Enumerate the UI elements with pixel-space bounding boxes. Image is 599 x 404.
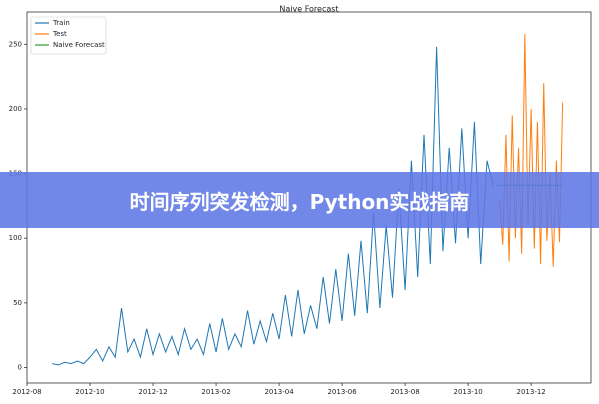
y-tick-label: 0 [18, 363, 22, 371]
x-tick-label: 2013-12 [517, 388, 546, 396]
y-tick-label: 100 [9, 234, 22, 242]
x-tick-label: 2013-06 [327, 388, 357, 396]
y-tick-label: 250 [9, 40, 22, 48]
x-tick-label: 2012-10 [75, 388, 104, 396]
series-line [52, 46, 494, 366]
legend-label: Naive Forecast [53, 41, 105, 49]
y-tick-label: 200 [9, 105, 22, 113]
series-line [499, 33, 564, 267]
banner: 时间序列突发检测，Python实战指南 [0, 172, 599, 228]
x-tick-label: 2013-10 [453, 388, 482, 396]
x-tick-label: 2013-02 [201, 388, 230, 396]
x-tick-label: 2013-04 [264, 388, 294, 396]
legend-box [30, 16, 107, 55]
chart-title: Naive Forecast [279, 5, 338, 14]
legend-label: Test [52, 30, 67, 38]
x-tick-label: 2012-08 [12, 388, 41, 396]
x-tick-label: 2012-12 [138, 388, 167, 396]
y-tick-label: 50 [13, 299, 22, 307]
x-tick-label: 2013-08 [390, 388, 419, 396]
legend-label: Train [52, 19, 70, 27]
